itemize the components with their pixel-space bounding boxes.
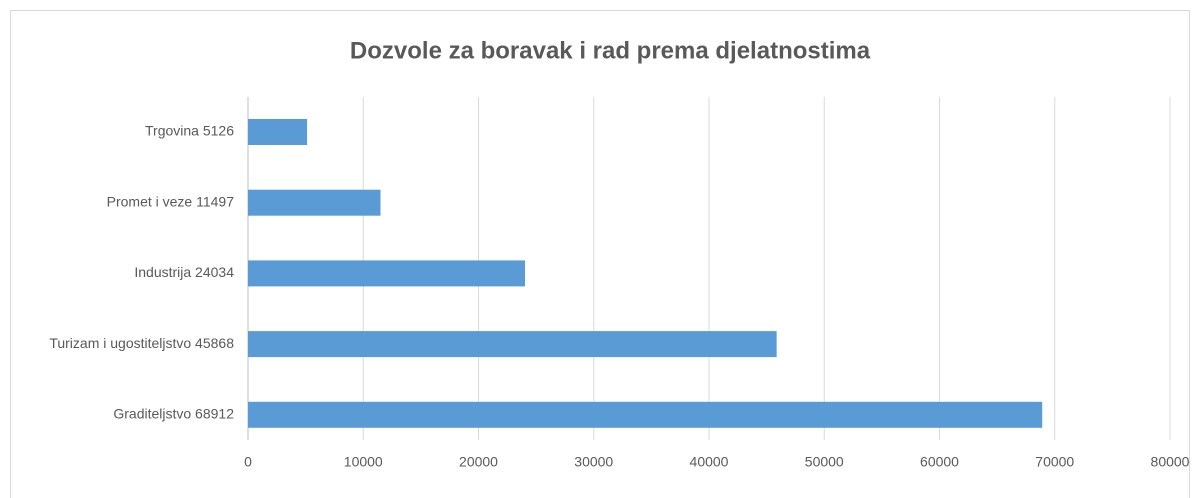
x-tick-label: 50000 <box>805 454 844 470</box>
y-tick-label: Industrija 24034 <box>134 264 234 280</box>
y-tick-label: Turizam i ugostiteljstvo 45868 <box>49 335 234 351</box>
x-tick-label: 10000 <box>344 454 383 470</box>
y-tick-label: Promet i veze 11497 <box>107 193 235 209</box>
x-tick-label: 80000 <box>1151 454 1190 470</box>
chart-title: Dozvole za boravak i rad prema djelatnos… <box>350 37 871 64</box>
bar <box>248 331 777 358</box>
x-tick-label: 70000 <box>1035 454 1074 470</box>
bar <box>248 401 1043 428</box>
bar <box>248 189 381 216</box>
y-tick-label: Graditeljstvo 68912 <box>113 406 234 422</box>
bar <box>248 260 525 287</box>
x-tick-label: 60000 <box>920 454 959 470</box>
y-tick-label: Trgovina 5126 <box>145 123 234 139</box>
x-tick-label: 0 <box>244 454 252 470</box>
x-tick-label: 20000 <box>459 454 498 470</box>
bar <box>248 119 308 145</box>
x-tick-label: 30000 <box>574 454 613 470</box>
x-tick-label: 40000 <box>690 454 729 470</box>
